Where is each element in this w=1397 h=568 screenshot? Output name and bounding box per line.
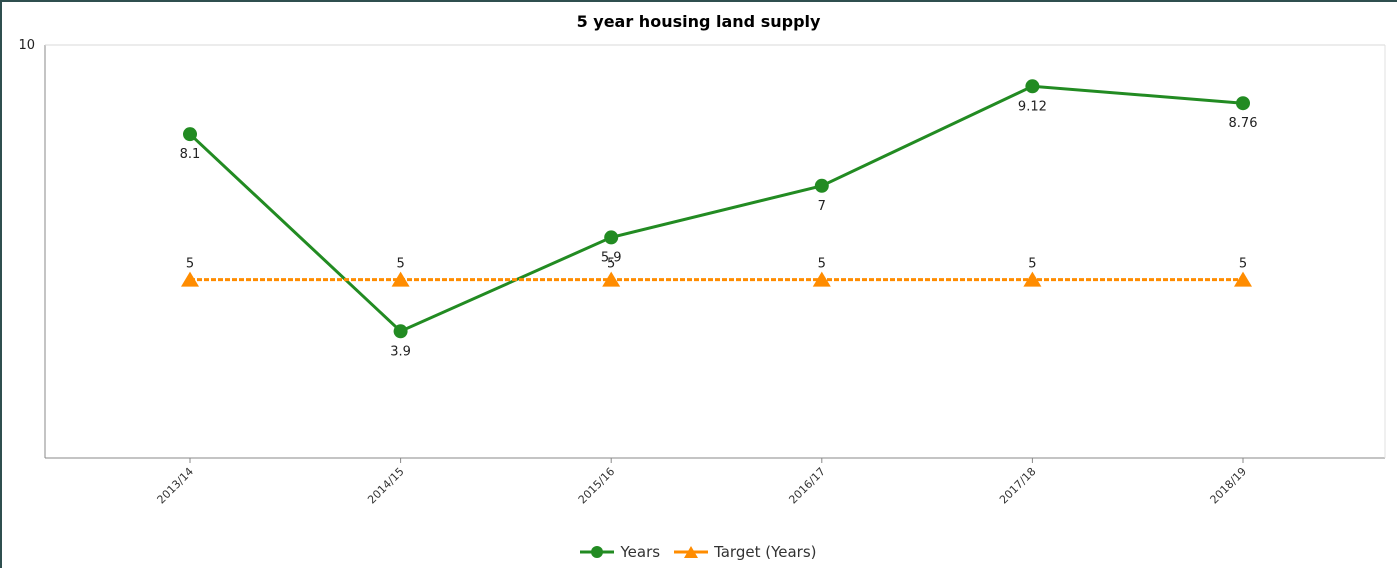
data-point-1-4 bbox=[1023, 271, 1042, 287]
data-point-0-3 bbox=[814, 178, 829, 193]
data-point-0-4 bbox=[1025, 79, 1040, 94]
chart-legend: Years Target (Years) bbox=[0, 543, 1397, 561]
legend-item-years[interactable]: Years bbox=[580, 543, 660, 561]
data-point-1-3 bbox=[812, 271, 831, 287]
series-line-0 bbox=[188, 84, 1244, 334]
data-label-0-2: 5.9 bbox=[601, 250, 622, 265]
x-tick-label: 2018/19 bbox=[1208, 465, 1250, 507]
data-label-1-4: 5 bbox=[1028, 257, 1036, 272]
data-label-0-5: 8.76 bbox=[1229, 116, 1258, 131]
data-point-1-1 bbox=[391, 271, 410, 287]
data-point-1-0 bbox=[181, 271, 199, 287]
data-point-0-0 bbox=[183, 127, 197, 142]
data-label-1-5: 5 bbox=[1239, 257, 1247, 272]
chart-title: 5 year housing land supply bbox=[576, 12, 821, 31]
legend-item-target[interactable]: Target (Years) bbox=[674, 543, 817, 561]
data-label-0-3: 7 bbox=[818, 199, 826, 214]
data-label-0-0: 8.1 bbox=[180, 147, 201, 162]
data-label-0-4: 9.12 bbox=[1018, 99, 1047, 114]
legend-years-label: Years bbox=[620, 543, 661, 561]
data-label-1-3: 5 bbox=[818, 257, 826, 272]
x-tick-label: 2017/18 bbox=[997, 465, 1039, 507]
y-tick-label: 10 bbox=[18, 38, 35, 53]
data-point-0-2 bbox=[604, 230, 619, 245]
data-label-1-2: 5 bbox=[607, 257, 615, 272]
data-point-1-5 bbox=[1234, 271, 1252, 287]
x-tick-label: 2016/17 bbox=[786, 465, 828, 507]
data-label-1-1: 5 bbox=[396, 257, 404, 272]
legend-target-label: Target (Years) bbox=[714, 543, 817, 561]
legend-years-swatch bbox=[580, 546, 615, 558]
x-tick-label: 2013/14 bbox=[155, 465, 197, 507]
data-point-0-5 bbox=[1236, 96, 1250, 111]
legend-target-swatch bbox=[674, 546, 709, 558]
data-point-1-2 bbox=[602, 271, 621, 287]
data-point-0-1 bbox=[393, 324, 408, 339]
data-label-0-1: 3.9 bbox=[390, 344, 411, 359]
x-tick-label: 2015/16 bbox=[576, 465, 618, 507]
data-label-1-0: 5 bbox=[186, 257, 194, 272]
x-tick-label: 2014/15 bbox=[365, 465, 407, 507]
